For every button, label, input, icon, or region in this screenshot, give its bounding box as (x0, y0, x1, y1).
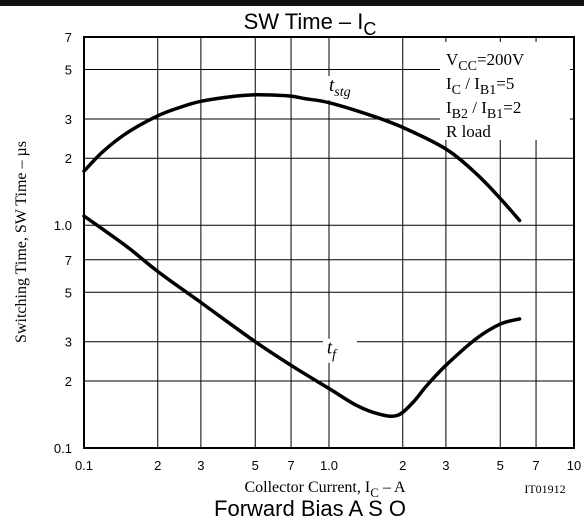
y-tick-labels: 0.1 2 3 5 7 1.0 2 3 5 7 (54, 30, 72, 456)
chart-title: SW Time – IC (244, 9, 377, 39)
y-tick-label: 2 (65, 151, 72, 166)
y-tick-label: 3 (65, 112, 72, 127)
y-tick-label: 5 (65, 285, 72, 300)
top-rule (0, 0, 584, 6)
condition-line: R load (446, 122, 491, 141)
x-tick-label: 0.1 (75, 458, 93, 473)
x-tick-label: 5 (497, 458, 504, 473)
x-tick-label: 10 (567, 458, 581, 473)
y-tick-label: 7 (65, 30, 72, 45)
x-tick-label: 7 (287, 458, 294, 473)
series-label-backing (322, 338, 357, 363)
y-tick-label: 2 (65, 374, 72, 389)
y-tick-label: 7 (65, 253, 72, 268)
x-tick-label: 2 (399, 458, 406, 473)
x-axis-label: Collector Current, IC – A (244, 479, 406, 500)
series-group: tstg tf (82, 75, 522, 419)
chart-subtitle: Forward Bias A S O (214, 496, 406, 521)
series-label-tf: tf (327, 338, 338, 363)
x-tick-label: 3 (442, 458, 449, 473)
conditions-backing (440, 42, 570, 140)
series-line-tstg (82, 92, 522, 223)
x-tick-label: 1.0 (320, 458, 338, 473)
condition-line: VCC=200V (446, 50, 525, 74)
y-tick-label: 5 (65, 63, 72, 78)
condition-line: IC / IB1=5 (446, 74, 514, 98)
y-axis-label: Switching Time, SW Time – µs (13, 141, 30, 343)
x-tick-labels: 0.1 2 3 5 7 1.0 2 3 5 7 10 (75, 458, 581, 473)
x-tick-label: 3 (197, 458, 204, 473)
y-tick-label: 1.0 (54, 218, 72, 233)
condition-line: IB2 / IB1=2 (446, 98, 521, 122)
x-tick-label: 2 (154, 458, 161, 473)
series-line-tf (82, 214, 522, 419)
series-label-backing (325, 76, 359, 101)
series-label-tstg: tstg (329, 75, 351, 100)
x-tick-label: 5 (252, 458, 259, 473)
y-tick-label: 0.1 (54, 441, 72, 456)
y-tick-label: 3 (65, 335, 72, 350)
x-tick-label: 7 (532, 458, 539, 473)
figure-code: IT01912 (524, 482, 565, 496)
